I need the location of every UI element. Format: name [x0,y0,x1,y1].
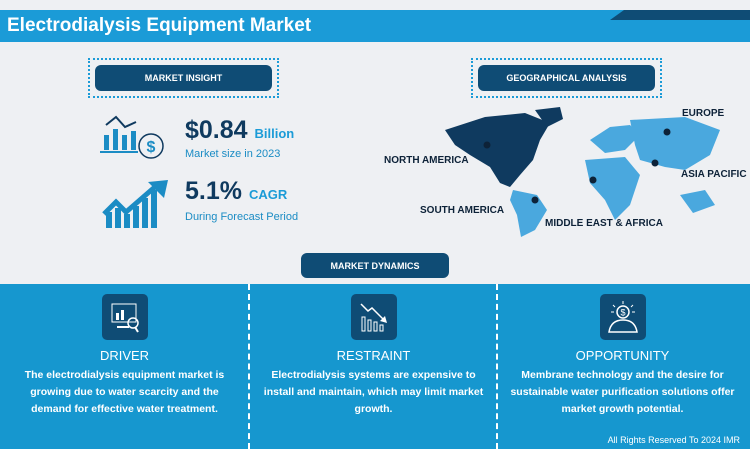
opportunity-text: Membrane technology and the desire for s… [510,369,735,415]
region-north-america: NORTH AMERICA [384,155,469,166]
driver-title: DRIVER [99,348,150,363]
geographical-analysis-label: GEOGRAPHICAL ANALYSIS [478,65,655,91]
bar-chart-dollar-icon: $ [100,115,164,159]
restraint-text: Electrodialysis systems are expensive to… [263,369,484,415]
restraint-card: RESTRAINT Electrodialysis systems are ex… [249,284,498,418]
cagr-unit: CAGR [248,187,288,202]
region-europe: EUROPE [682,108,725,119]
geo-frame [471,58,662,98]
driver-card: DRIVER The electrodialysis equipment mar… [0,284,249,418]
market-size-caption: Market size in 2023 [185,148,281,160]
opportunity-title: OPPORTUNITY [575,348,670,363]
growth-chart-icon [102,180,168,228]
divider [496,284,498,449]
declining-chart-icon [350,294,397,340]
svg-text:$: $ [620,308,625,318]
svg-text:$: $ [147,139,156,156]
market-insight-frame [88,58,279,98]
divider [248,284,250,449]
driver-text: The electrodialysis equipment market is … [24,369,225,415]
lightbulb-dollar-icon: $ [599,294,646,340]
asia-shape [630,117,720,170]
copyright: All Rights Reserved To 2024 IMR [607,435,740,445]
europe-shape [590,125,640,153]
header-stripe [610,10,750,20]
page-title: Electrodialysis Equipment Market [7,15,312,36]
market-insight-label: MARKET INSIGHT [95,65,272,91]
south-america-shape [510,190,547,237]
region-middle-east-africa: MIDDLE EAST & AFRICA [545,218,663,229]
header-bar: Electrodialysis Equipment Market [0,10,750,42]
region-south-america: SOUTH AMERICA [420,205,505,216]
cagr-caption: During Forecast Period [185,211,299,223]
market-dynamics-label: MARKET DYNAMICS [301,253,449,278]
market-size-value: $0.84 [185,116,248,144]
market-size: $0.84 Billion [185,116,294,145]
location-pins [483,128,671,204]
dynamics-panel: DRIVER The electrodialysis equipment mar… [0,284,750,449]
cagr: 5.1% CAGR [185,177,287,206]
north-america-shape [445,113,550,187]
market-size-unit: Billion [254,126,295,141]
africa-shape [585,157,640,220]
opportunity-card: $ OPPORTUNITY Membrane technology and th… [498,284,747,418]
cagr-value: 5.1% [185,177,242,205]
region-asia-pacific: ASIA PACIFIC [681,169,747,180]
world-map [445,107,720,237]
australia-shape [680,190,715,213]
restraint-title: RESTRAINT [336,348,411,363]
greenland-shape [535,107,563,127]
analytics-monitor-icon [101,294,148,340]
